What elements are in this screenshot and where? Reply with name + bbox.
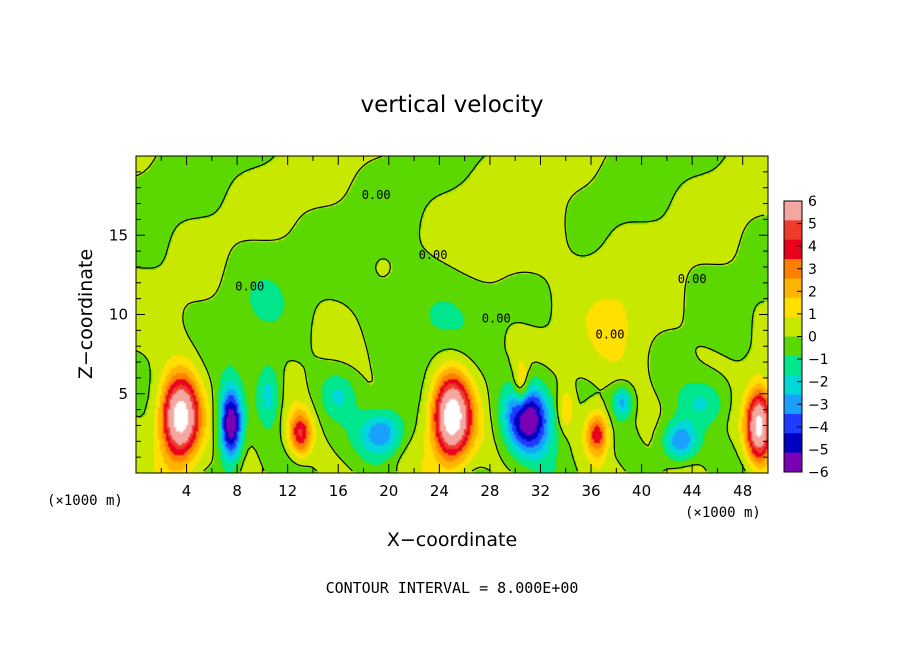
y-tick-label: 5 [118, 385, 128, 403]
x-tick-label: 16 [329, 482, 348, 500]
colorbar-swatch [784, 433, 802, 454]
zero-contour-lines [135, 155, 765, 472]
colorbar-tick-label: 5 [808, 217, 817, 233]
contour-label: 0.00 [362, 188, 391, 202]
x-tick-label: 36 [581, 482, 600, 500]
x-tick-label: 28 [480, 482, 499, 500]
x-tick-label: 40 [632, 482, 651, 500]
x-axis-ticks: 4 8 12 16 20 24 28 32 36 40 44 48 [160, 156, 752, 500]
colorbar-tick-label: −2 [808, 375, 829, 391]
contour-label: 0.00 [419, 248, 448, 262]
x-unit-left: (×1000 m) [47, 493, 123, 509]
x-tick-label: 12 [278, 482, 297, 500]
x-unit-right: (×1000 m) [685, 505, 761, 521]
colorbar-tick-label: −4 [808, 420, 829, 436]
colorbar-tick-label: 6 [808, 194, 817, 210]
x-tick-label: 8 [232, 482, 242, 500]
heatmap-field [136, 156, 768, 473]
colorbar-tick-label: −1 [808, 352, 829, 368]
colorbar-swatch [784, 317, 802, 337]
contour-label: 0.00 [596, 327, 625, 341]
colorbar-swatch [784, 394, 802, 415]
x-tick-label: 20 [379, 482, 398, 500]
contour-label: 0.00 [678, 272, 707, 286]
x-tick-label: 4 [182, 482, 192, 500]
y-tick-label: 10 [109, 306, 128, 324]
contour-path [135, 155, 765, 472]
x-tick-label: 32 [531, 482, 550, 500]
y-axis-label: Z−coordinate [75, 249, 97, 379]
contour-interval-note: CONTOUR INTERVAL = 8.000E+00 [326, 579, 579, 597]
colorbar-swatch [784, 278, 802, 299]
colorbar-swatch [784, 201, 802, 221]
x-tick-label: 44 [683, 482, 702, 500]
colorbar-tick-label: 2 [808, 284, 817, 300]
colorbar-swatch [784, 220, 802, 241]
colorbar-tick-label: 3 [808, 262, 817, 278]
colorbar-swatch [784, 452, 802, 473]
colorbar-swatch [784, 259, 802, 279]
chart-title: vertical velocity [361, 92, 544, 118]
contour-label: 0.00 [482, 311, 511, 325]
colorbar-swatch [784, 336, 802, 357]
colorbar-tick-label: 0 [808, 330, 817, 346]
colorbar-tick-label: −5 [808, 442, 829, 458]
colorbar-tick-label: −3 [808, 397, 829, 413]
x-axis-label: X−coordinate [387, 529, 517, 551]
colorbar-swatch [784, 413, 802, 434]
y-axis-ticks: 5 10 15 [109, 171, 768, 458]
colorbar-swatch [784, 239, 802, 260]
colorbar-tick-label: 4 [808, 239, 817, 255]
colorbar-tick-label: −6 [808, 465, 829, 481]
colorbar: 6 5 4 3 2 1 0 −1 −2 −3 −4 −5 −6 [783, 194, 829, 481]
colorbar-tick-label: 1 [808, 307, 817, 323]
colorbar-swatch [784, 297, 802, 318]
contour-labels: 0.00 0.00 0.00 0.00 0.00 0.00 [235, 188, 706, 341]
colorbar-swatch [784, 355, 802, 376]
y-tick-label: 15 [109, 226, 128, 244]
colorbar-swatch [784, 375, 802, 396]
contour-label: 0.00 [235, 280, 264, 294]
x-tick-label: 24 [430, 482, 449, 500]
x-tick-label: 48 [733, 482, 752, 500]
